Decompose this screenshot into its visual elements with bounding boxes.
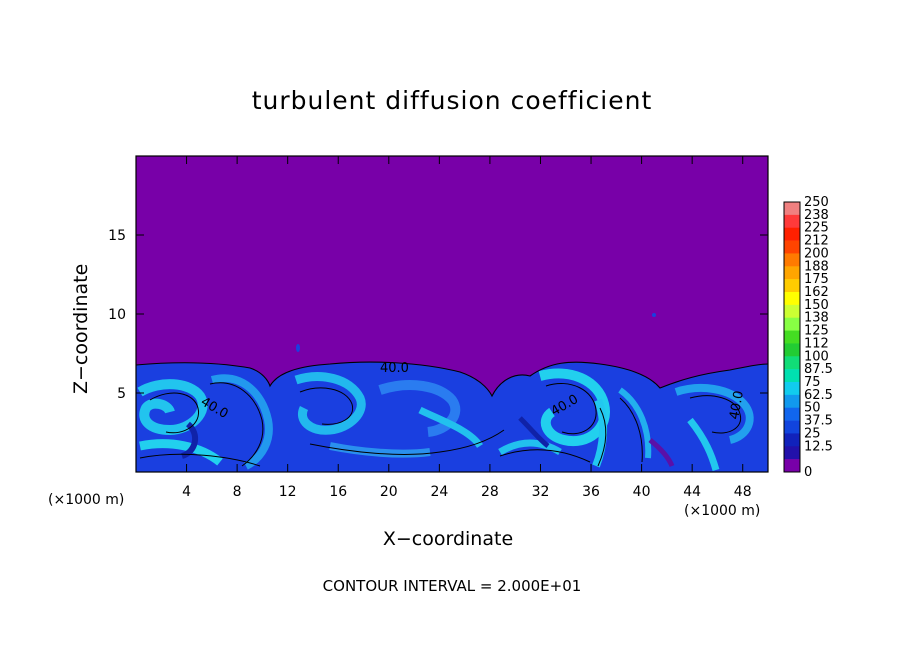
- feature-small-2: [652, 313, 656, 317]
- colorbar-swatch: [784, 446, 800, 460]
- colorbar-swatch: [784, 227, 800, 241]
- colorbar-swatch: [784, 459, 800, 473]
- swirl-11: [329, 442, 431, 458]
- x-tick-label: 44: [683, 484, 701, 500]
- colorbar-label: 238: [804, 208, 829, 223]
- colorbar-label: 162: [804, 285, 829, 300]
- swirl-3: [294, 372, 366, 435]
- colorbar-swatch: [784, 240, 800, 254]
- contour-d: [689, 395, 742, 434]
- x-tick-label: 4: [182, 484, 191, 500]
- colorbar-swatch: [784, 214, 800, 229]
- x-axis-label: X−coordinate: [382, 528, 514, 550]
- contour-b: [299, 387, 354, 425]
- colorbar-swatch: [784, 433, 800, 447]
- y-tick-label: 15: [108, 228, 126, 244]
- colorbar-swatch: [784, 292, 800, 306]
- plot-area: 40.0 40.0 40.0 40.0: [135, 155, 769, 473]
- colorbar-label: 212: [804, 234, 829, 249]
- contour-h: [209, 382, 264, 467]
- swirl-8: [674, 384, 754, 444]
- colorbar-swatch: [784, 253, 800, 267]
- y-tick-label: 10: [108, 307, 126, 323]
- swirl-2: [210, 374, 273, 470]
- contour-e: [139, 453, 261, 467]
- colorbar-swatch: [784, 279, 800, 293]
- y-tick-label: 5: [117, 386, 126, 402]
- swirl-5: [418, 406, 483, 449]
- colorbar-swatch: [784, 369, 800, 383]
- colorbar-swatch: [784, 420, 800, 434]
- colorbar-label: 112: [804, 336, 829, 351]
- feature-small-1: [296, 344, 300, 352]
- swirl-13: [498, 439, 562, 456]
- colorbar-label: 25: [804, 426, 821, 441]
- x-tick-label: 28: [481, 484, 499, 500]
- colorbar-label: 125: [804, 324, 829, 339]
- x-tick-label: 8: [233, 484, 242, 500]
- swirl-7: [592, 398, 608, 468]
- contour-interval-footer: CONTOUR INTERVAL = 2.000E+01: [322, 577, 582, 595]
- colorbar-label: 100: [804, 349, 829, 364]
- colorbar-swatch: [784, 202, 800, 216]
- y-axis-ticks: 5 10 15: [108, 228, 768, 402]
- colorbar-swatch: [784, 407, 800, 421]
- colorbar-label: 250: [804, 195, 829, 210]
- swirl-9: [687, 417, 720, 471]
- colorbar-label: 87.5: [804, 362, 833, 377]
- x-tick-label: 48: [734, 484, 752, 500]
- colorbar-swatch: [784, 330, 800, 344]
- contour-c: [545, 382, 597, 435]
- turbulent-layer: [136, 313, 768, 472]
- contour-label: 40.0: [380, 361, 409, 376]
- contour-j: [499, 449, 591, 463]
- contour-f: [309, 429, 505, 455]
- contour-top: [136, 361, 768, 398]
- colorbar-label: 50: [804, 401, 821, 416]
- swirl-4: [378, 380, 461, 437]
- colorbar-swatch: [784, 317, 800, 331]
- colorbar-label: 62.5: [804, 388, 833, 403]
- x-tick-label: 40: [633, 484, 651, 500]
- chart-title: turbulent diffusion coefficient: [251, 86, 653, 115]
- dark-core-3: [648, 438, 675, 468]
- swirl-12: [618, 387, 652, 459]
- contour-g: [597, 407, 607, 467]
- x-tick-label: 36: [582, 484, 600, 500]
- contour-i: [619, 397, 643, 463]
- x-unit-left: (×1000 m): [48, 492, 125, 508]
- x-tick-label: 32: [532, 484, 550, 500]
- colorbar-swatch: [784, 382, 800, 396]
- colorbar-label: 150: [804, 298, 829, 313]
- x-tick-label: 20: [380, 484, 398, 500]
- swirl-10: [139, 439, 223, 466]
- colorbar-swatch: [784, 266, 800, 280]
- swirl-1: [137, 379, 208, 436]
- colorbar-swatch: [784, 304, 800, 319]
- colorbar-label: 75: [804, 375, 821, 390]
- contour-label: 40.0: [727, 390, 747, 421]
- colorbar-swatch: [784, 394, 800, 409]
- colorbar: 2502382252122001881751621501381251121008…: [783, 195, 833, 480]
- colorbar-label: 175: [804, 272, 829, 287]
- dark-core-2: [518, 416, 550, 448]
- colorbar-label: 0: [804, 465, 812, 480]
- colorbar-label: 12.5: [804, 439, 833, 454]
- colorbar-label: 37.5: [804, 414, 833, 429]
- colorbar-label: 225: [804, 221, 829, 236]
- x-tick-label: 12: [279, 484, 297, 500]
- colorbar-label: 188: [804, 259, 829, 274]
- x-axis-ticks: 4 8 12 16 20 24 28 32 36 40 44 48: [182, 156, 752, 500]
- contour-a: [149, 392, 200, 434]
- colorbar-frame: [783, 201, 801, 473]
- colorbar-label: 200: [804, 246, 829, 261]
- colorbar-label: 138: [804, 311, 829, 326]
- colorbar-swatch: [784, 356, 800, 370]
- x-tick-label: 24: [430, 484, 448, 500]
- y-axis-label: Z−coordinate: [70, 263, 92, 394]
- x-tick-label: 16: [329, 484, 347, 500]
- x-unit-right: (×1000 m): [684, 503, 761, 519]
- colorbar-swatch: [784, 343, 800, 357]
